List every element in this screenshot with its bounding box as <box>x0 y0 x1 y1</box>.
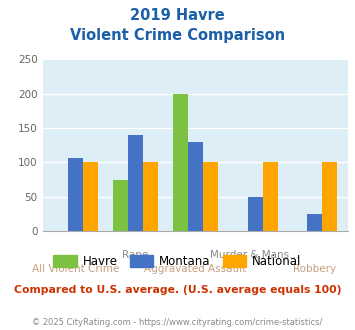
Bar <box>143 162 158 231</box>
Bar <box>263 162 278 231</box>
Text: Compared to U.S. average. (U.S. average equals 100): Compared to U.S. average. (U.S. average … <box>14 285 341 295</box>
Bar <box>128 135 143 231</box>
Text: 2019 Havre: 2019 Havre <box>130 8 225 23</box>
Text: Robbery: Robbery <box>294 264 337 274</box>
Legend: Havre, Montana, National: Havre, Montana, National <box>49 250 306 273</box>
Bar <box>248 197 263 231</box>
Text: Murder & Mans...: Murder & Mans... <box>211 250 300 260</box>
Bar <box>307 214 322 231</box>
Bar <box>203 162 218 231</box>
Text: © 2025 CityRating.com - https://www.cityrating.com/crime-statistics/: © 2025 CityRating.com - https://www.city… <box>32 318 323 327</box>
Text: Rape: Rape <box>122 250 148 260</box>
Text: Violent Crime Comparison: Violent Crime Comparison <box>70 28 285 43</box>
Bar <box>188 142 203 231</box>
Bar <box>68 157 83 231</box>
Bar <box>83 162 98 231</box>
Bar <box>173 94 188 231</box>
Text: Aggravated Assault: Aggravated Assault <box>144 264 246 274</box>
Bar <box>113 180 128 231</box>
Text: All Violent Crime: All Violent Crime <box>32 264 119 274</box>
Bar <box>322 162 337 231</box>
